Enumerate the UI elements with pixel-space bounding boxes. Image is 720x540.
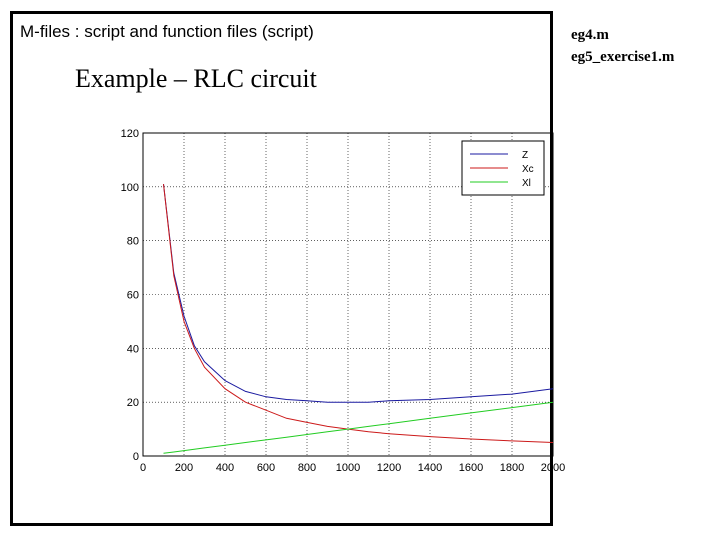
legend-label-z: Z	[522, 150, 528, 161]
plot-area	[142, 132, 554, 457]
y-tick-label: 80	[127, 236, 139, 248]
y-tick-label: 120	[121, 128, 139, 140]
slide-subtitle: Example – RLC circuit	[75, 64, 317, 93]
y-tick-label: 100	[121, 182, 139, 194]
tick-labels: 0 200 400 600 800 1000 1200 1400 1600 1800 2000 0 20…	[121, 128, 566, 474]
file-link-eg5-exercise1[interactable]: eg5_exercise1.m	[571, 49, 675, 65]
legend: Z Xc Xl	[461, 140, 545, 196]
file-link-eg4[interactable]: eg4.m	[571, 27, 609, 43]
series-line-xl	[163, 401, 554, 454]
legend-label-xl: Xl	[522, 178, 531, 189]
x-tick-label: 1600	[459, 462, 483, 474]
x-tick-label: 1200	[377, 462, 401, 474]
y-tick-label: 60	[127, 290, 139, 302]
x-tick-label: 400	[216, 462, 234, 474]
x-tick-label: 800	[298, 462, 316, 474]
x-tick-label: 1800	[500, 462, 524, 474]
legend-label-xc: Xc	[522, 164, 534, 175]
x-tick-label: 200	[175, 462, 193, 474]
slide-frame	[10, 11, 553, 526]
file-links: eg4.m eg5_exercise1.m	[571, 24, 674, 68]
x-tick-label: 0	[140, 462, 146, 474]
x-tick-label: 1400	[418, 462, 442, 474]
series-lines	[163, 184, 554, 454]
x-tick-label: 1000	[336, 462, 360, 474]
x-tick-label: 2000	[541, 462, 565, 474]
series-line-z	[163, 184, 554, 403]
y-tick-label: 0	[133, 451, 139, 463]
x-tick-label: 600	[257, 462, 275, 474]
y-tick-label: 40	[127, 343, 139, 355]
slide-heading: M-files : script and function files (scr…	[20, 22, 314, 41]
series-line-xc	[163, 184, 554, 443]
y-tick-label: 20	[127, 397, 139, 409]
